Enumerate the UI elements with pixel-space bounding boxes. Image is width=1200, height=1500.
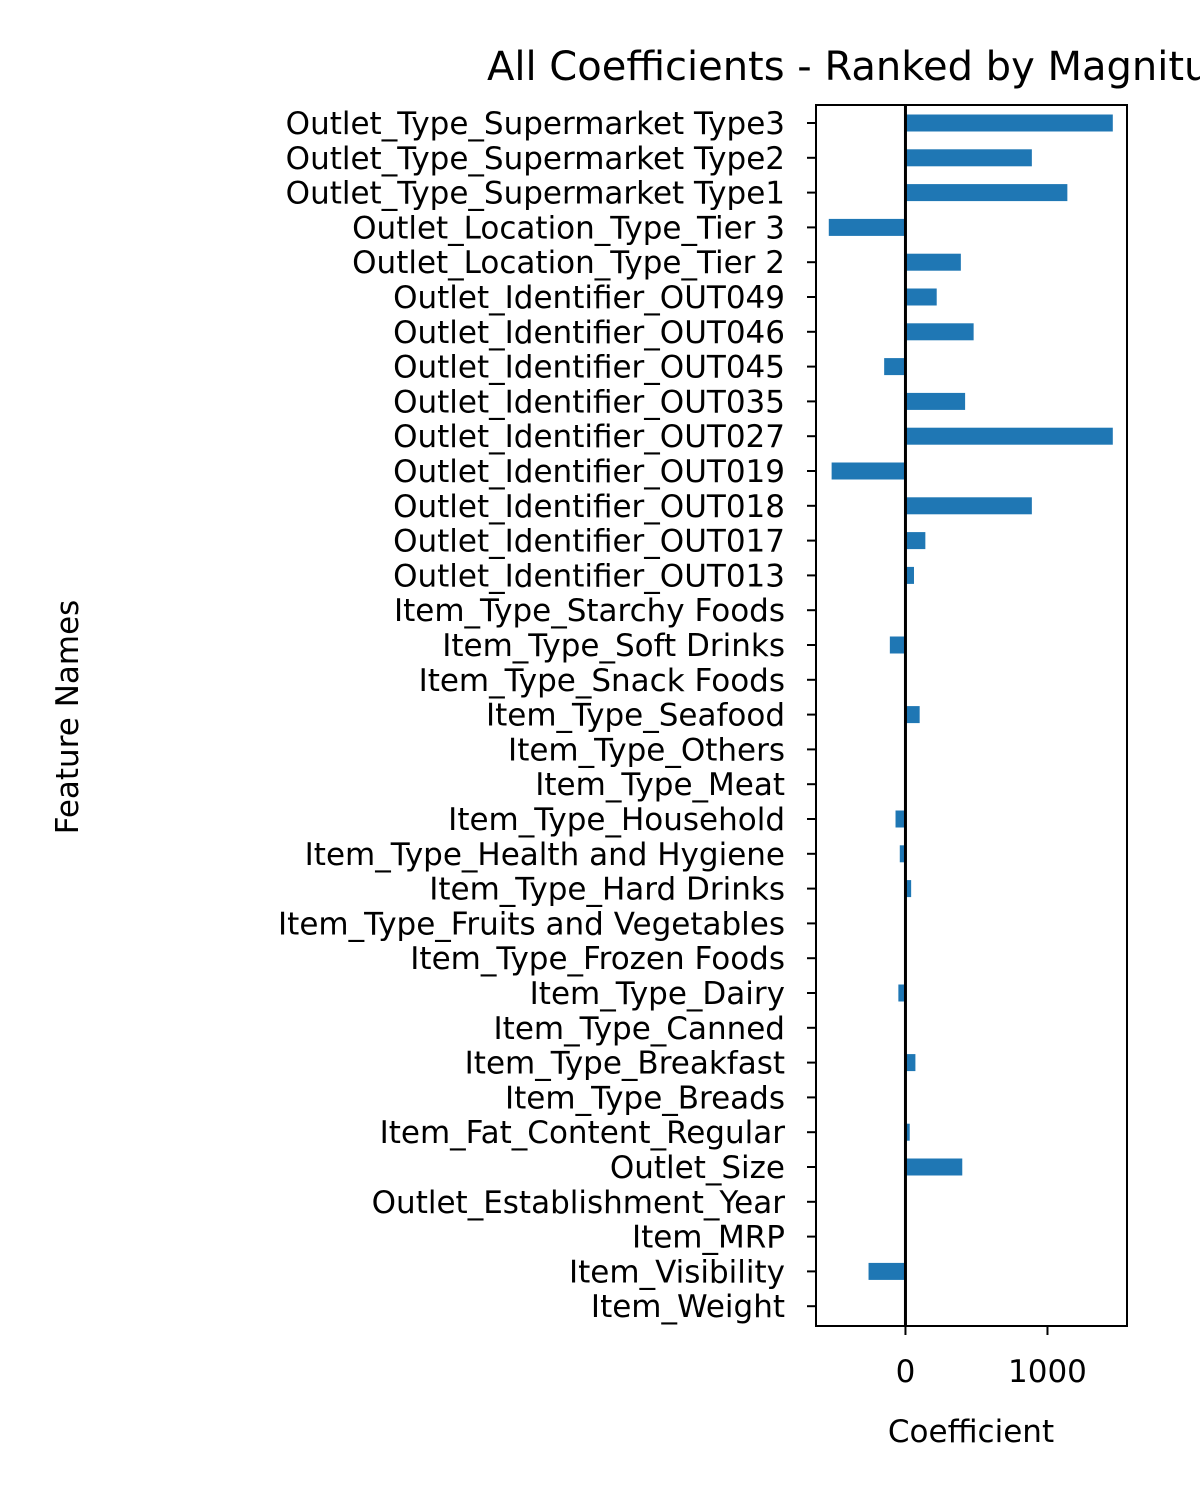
y-tick-label: Item_Type_Soft Drinks <box>442 628 785 664</box>
y-tick-label: Item_Type_Others <box>508 732 785 768</box>
y-tick-label: Outlet_Location_Type_Tier 2 <box>352 245 785 281</box>
y-tick-label: Item_Type_Snack Foods <box>419 663 785 699</box>
bar <box>889 636 906 654</box>
bar <box>899 845 906 863</box>
bar <box>905 323 974 341</box>
bar <box>905 706 920 724</box>
bar <box>831 462 906 480</box>
y-tick-label: Outlet_Location_Type_Tier 3 <box>352 210 785 246</box>
y-tick-label: Item_Type_Breads <box>505 1080 785 1116</box>
bar <box>905 392 966 410</box>
y-tick-label: Outlet_Type_Supermarket Type1 <box>286 176 785 212</box>
y-tick-label: Outlet_Identifier_OUT018 <box>393 489 785 525</box>
y-tick-label: Item_Type_Breakfast <box>465 1046 785 1082</box>
bar <box>884 358 906 376</box>
x-tick-label: 0 <box>896 1354 916 1390</box>
y-tick-label: Item_Fat_Content_Regular <box>380 1115 786 1151</box>
y-tick-label: Outlet_Type_Supermarket Type3 <box>286 106 785 142</box>
bar <box>828 218 906 236</box>
bar <box>895 810 906 828</box>
bar <box>905 253 961 271</box>
y-axis-ticks: Outlet_Type_Supermarket Type3Outlet_Type… <box>278 106 816 1325</box>
y-tick-label: Item_Type_Starchy Foods <box>394 593 785 629</box>
y-tick-label: Outlet_Identifier_OUT045 <box>393 350 785 386</box>
x-axis-ticks: 0 1000 <box>896 1326 1087 1390</box>
y-tick-label: Outlet_Identifier_OUT049 <box>393 280 785 316</box>
bar <box>905 566 914 584</box>
y-tick-label: Outlet_Identifier_OUT019 <box>393 454 785 490</box>
y-axis-label: Feature Names <box>50 600 86 835</box>
x-axis-label: Coefficient <box>888 1414 1054 1450</box>
y-tick-label: Outlet_Identifier_OUT035 <box>393 384 785 420</box>
bar <box>905 532 926 550</box>
y-tick-label: Outlet_Type_Supermarket Type2 <box>286 141 785 177</box>
bar <box>905 427 1113 445</box>
y-tick-label: Item_MRP <box>632 1220 785 1256</box>
bar <box>905 1054 916 1072</box>
y-tick-label: Item_Type_Household <box>448 802 785 838</box>
y-tick-label: Outlet_Identifier_OUT027 <box>393 419 785 455</box>
y-tick-label: Item_Type_Fruits and Vegetables <box>278 906 785 942</box>
y-tick-label: Item_Type_Frozen Foods <box>410 941 785 977</box>
plot-frame <box>815 104 1128 1327</box>
bar <box>905 149 1032 167</box>
y-tick-label: Item_Type_Dairy <box>530 976 785 1012</box>
bar <box>905 880 912 898</box>
y-tick-label: Outlet_Identifier_OUT013 <box>393 558 785 594</box>
chart-title: All Coefficients - Ranked by Magnitude <box>487 44 1200 90</box>
y-tick-label: Item_Type_Health and Hygiene <box>305 837 785 873</box>
y-tick-label: Outlet_Identifier_OUT017 <box>393 524 785 560</box>
bar <box>905 114 1113 132</box>
bar <box>868 1262 906 1280</box>
bars <box>828 114 1113 1280</box>
y-tick-label: Outlet_Establishment_Year <box>372 1185 786 1221</box>
y-tick-label: Outlet_Identifier_OUT046 <box>393 315 785 351</box>
bar <box>905 288 937 306</box>
y-tick-label: Outlet_Size <box>610 1150 785 1186</box>
y-tick-label: Item_Type_Seafood <box>486 698 785 734</box>
bar <box>905 497 1032 515</box>
y-tick-label: Item_Type_Hard Drinks <box>429 872 785 908</box>
y-tick-label: Item_Weight <box>591 1289 785 1325</box>
x-tick-label: 1000 <box>1008 1354 1087 1390</box>
bar <box>905 1123 910 1141</box>
bar <box>905 184 1068 202</box>
y-tick-label: Item_Visibility <box>569 1254 785 1290</box>
y-tick-label: Item_Type_Meat <box>535 767 785 803</box>
bar <box>905 1158 963 1176</box>
bar <box>898 984 906 1002</box>
y-tick-label: Item_Type_Canned <box>494 1011 785 1047</box>
